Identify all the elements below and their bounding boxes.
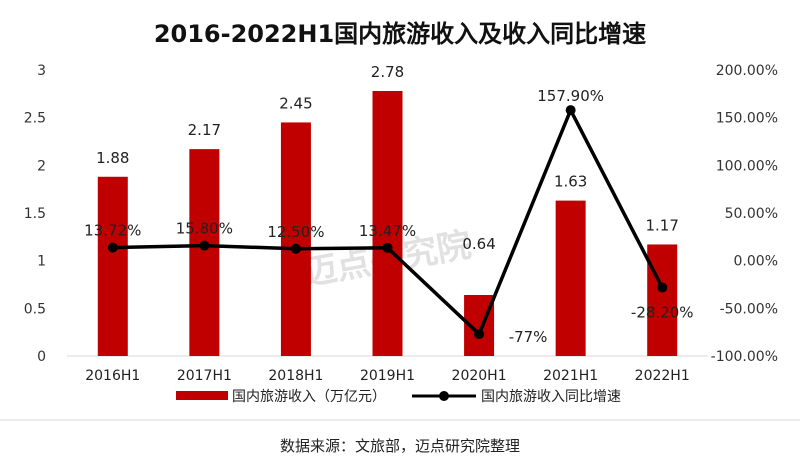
line-data-label: 157.90%	[537, 87, 604, 105]
line-point	[565, 105, 576, 116]
right-tick-label: -50.00%	[720, 301, 778, 317]
legend-marker-line	[439, 391, 449, 401]
chart-title: 2016-2022H1国内旅游收入及收入同比增速	[154, 20, 646, 48]
x-tick-label: 2022H1	[635, 368, 690, 384]
right-tick-label: -100.00%	[711, 349, 778, 365]
bar	[647, 244, 678, 356]
line-data-label: 13.47%	[359, 222, 416, 240]
line-point	[382, 242, 393, 253]
legend-swatch-bar	[176, 391, 228, 400]
x-tick-label: 2018H1	[268, 368, 323, 384]
line-series	[107, 105, 668, 340]
line-point	[199, 240, 210, 251]
left-tick-label: 0.5	[24, 301, 46, 317]
line-data-label: 15.80%	[176, 220, 233, 238]
bar-data-label: 1.63	[554, 173, 587, 191]
line-data-label: -77%	[509, 328, 548, 346]
legend: 国内旅游收入（万亿元） 国内旅游收入同比增速	[176, 389, 621, 405]
left-axis: 0 0.5 1 1.5 2 2.5 3	[24, 63, 46, 365]
x-tick-label: 2019H1	[360, 368, 415, 384]
bar	[555, 200, 586, 356]
x-tick-label: 2021H1	[543, 368, 598, 384]
left-tick-label: 2.5	[24, 111, 46, 127]
bar	[280, 122, 311, 356]
line-data-label: 12.50%	[267, 223, 324, 241]
left-tick-label: 0	[37, 349, 46, 365]
line-point	[474, 329, 485, 340]
x-axis-categories: 2016H1 2017H1 2018H1 2019H1 2020H1 2021H1 2022…	[85, 368, 690, 384]
bar-data-label: 0.64	[462, 235, 495, 253]
legend-label-line: 国内旅游收入同比增速	[481, 389, 621, 405]
bar-data-label: 2.78	[371, 63, 404, 81]
right-tick-label: 50.00%	[725, 206, 778, 222]
right-axis: -100.00% -50.00% 0.00% 50.00% 100.00% 150.00%…	[711, 63, 778, 365]
left-tick-label: 1	[37, 254, 46, 270]
bar-data-label: 1.17	[646, 216, 679, 234]
bar	[97, 176, 128, 356]
line-labels: 13.72% 15.80% 12.50% 13.47% -77% 157.90% -28.2…	[84, 87, 693, 346]
x-tick-label: 2020H1	[452, 368, 507, 384]
line-data-label: 13.72%	[84, 222, 141, 240]
line-data-label: -28.20%	[631, 304, 694, 322]
right-tick-label: 0.00%	[734, 254, 778, 270]
source-note: 数据来源：文旅部，迈点研究院整理	[280, 437, 520, 455]
left-tick-label: 3	[37, 63, 46, 79]
x-tick-label: 2017H1	[177, 368, 232, 384]
left-tick-label: 1.5	[24, 206, 46, 222]
right-tick-label: 200.00%	[716, 63, 778, 79]
line-point	[107, 242, 118, 253]
bar	[372, 90, 403, 357]
x-tick-label: 2016H1	[85, 368, 140, 384]
left-tick-label: 2	[37, 158, 46, 174]
right-tick-label: 100.00%	[716, 158, 778, 174]
bar-labels: 1.88 2.17 2.45 2.78 0.64 1.63 1.17	[96, 63, 679, 253]
bar-data-label: 2.17	[188, 121, 221, 139]
bar	[189, 149, 220, 356]
line-point	[657, 282, 668, 293]
bar-data-label: 1.88	[96, 149, 129, 167]
legend-label-bar: 国内旅游收入（万亿元）	[232, 389, 386, 405]
line-point	[290, 243, 301, 254]
bar-series	[97, 90, 678, 357]
bar-data-label: 2.45	[279, 94, 312, 112]
right-tick-label: 150.00%	[716, 111, 778, 127]
